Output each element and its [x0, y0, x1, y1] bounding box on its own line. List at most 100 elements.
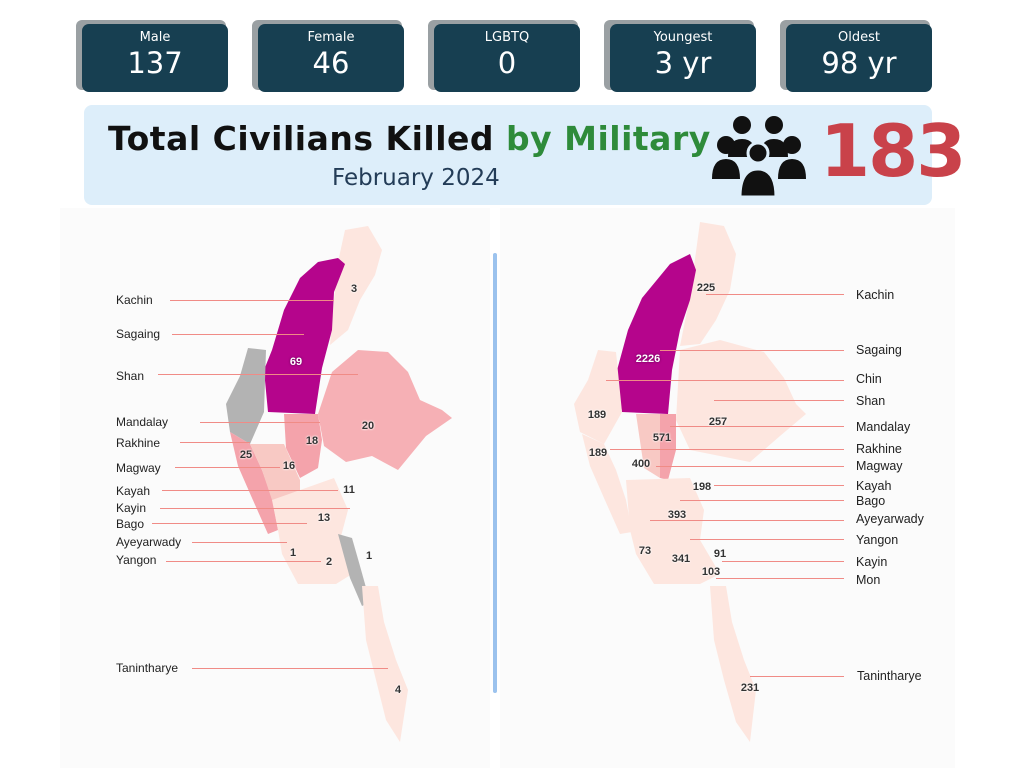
card-body: Youngest 3 yr — [610, 24, 756, 92]
left-value-kachin: 3 — [350, 283, 358, 295]
right-label-kachin: Kachin — [856, 288, 895, 302]
right-value-sagaing: 2226 — [635, 353, 661, 365]
right-value-rakhine: 189 — [588, 447, 608, 459]
right-leader-tanintharye — [750, 676, 844, 677]
left-label-kayin: Kayin — [116, 501, 147, 515]
right-leader-mandalay — [670, 426, 844, 427]
right-leader-chin — [606, 380, 844, 381]
right-label-kayin: Kayin — [856, 555, 888, 569]
left-leader-tanintharye — [192, 668, 388, 669]
left-value-magway: 16 — [282, 460, 296, 472]
right-leader-ayeyarwady — [650, 520, 844, 521]
right-leader-sagaing — [660, 350, 844, 351]
stat-value-youngest: 3 yr — [654, 46, 712, 80]
left-leader-mandalay — [200, 422, 320, 423]
stat-value-oldest: 98 yr — [821, 46, 897, 80]
right-value-mon: 103 — [701, 566, 721, 578]
right-label-bago: Bago — [856, 494, 886, 508]
left-label-kachin: Kachin — [116, 293, 153, 307]
left-leader-yangon — [166, 561, 321, 562]
right-value-shan: 257 — [708, 416, 728, 428]
left-leader-kayah — [162, 490, 338, 491]
right-value-bago: 393 — [667, 509, 687, 521]
left-leader-kachin — [170, 300, 334, 301]
banner-title-main: Total Civilians Killed — [108, 119, 507, 158]
left-value-shan: 20 — [361, 420, 375, 432]
left-value-yangon: 2 — [325, 556, 333, 568]
stat-label-female: Female — [307, 30, 355, 45]
right-label-sagaing: Sagaing — [856, 343, 902, 357]
stat-card-male: Male 137 — [76, 20, 234, 96]
banner-title-emphasis: by Military — [506, 119, 711, 158]
stat-value-female: 46 — [312, 46, 350, 80]
stat-card-youngest: Youngest 3 yr — [604, 20, 762, 96]
left-label-tanintharye: Tanintharye — [116, 661, 179, 675]
stat-label-oldest: Oldest — [838, 30, 880, 45]
group-people-icon — [712, 116, 806, 197]
stat-label-youngest: Youngest — [653, 30, 713, 45]
left-value-kayin: 1 — [365, 550, 373, 562]
left-leader-ayeyarwady — [192, 542, 287, 543]
left-leader-kayin — [160, 508, 350, 509]
stat-label-male: Male — [139, 30, 171, 45]
left-label-mandalay: Mandalay — [116, 415, 169, 429]
card-body: Oldest 98 yr — [786, 24, 932, 92]
banner-title: Total Civilians Killed by Military — [108, 119, 711, 158]
right-label-ayeyarwady: Ayeyarwady — [856, 512, 924, 526]
left-label-sagaing: Sagaing — [116, 327, 161, 341]
left-label-shan: Shan — [116, 369, 145, 383]
title-banner: Total Civilians Killed by Military Febru… — [84, 105, 966, 205]
left-label-bago: Bago — [116, 517, 145, 531]
left-leader-sagaing — [172, 334, 304, 335]
right-value-kayin: 91 — [713, 548, 727, 560]
right-value-magway: 400 — [631, 458, 651, 470]
right-value-yangon: 341 — [671, 553, 691, 565]
right-leader-magway — [656, 466, 844, 467]
left-value-sagaing: 69 — [289, 356, 303, 368]
right-label-mandalay: Mandalay — [856, 420, 911, 434]
right-leader-shan — [714, 400, 844, 401]
left-value-kayah: 11 — [343, 484, 355, 496]
right-label-chin: Chin — [856, 372, 882, 386]
right-label-kayah: Kayah — [856, 479, 892, 493]
banner-subtitle: February 2024 — [332, 165, 500, 191]
stat-value-lgbtq: 0 — [497, 46, 517, 80]
right-label-yangon: Yangon — [856, 533, 899, 547]
left-label-yangon: Yangon — [116, 553, 157, 567]
stat-card-oldest: Oldest 98 yr — [780, 20, 938, 96]
right-value-tanintharye: 231 — [740, 682, 760, 694]
right-value-kachin: 225 — [696, 282, 716, 294]
stat-card-lgbtq: LGBTQ 0 — [428, 20, 586, 96]
left-label-rakhine: Rakhine — [116, 436, 161, 450]
left-leader-rakhine — [180, 442, 250, 443]
left-value-mandalay: 18 — [305, 435, 319, 447]
stat-label-lgbtq: LGBTQ — [484, 30, 530, 45]
map-divider — [493, 253, 497, 693]
right-leader-kayah — [714, 485, 844, 486]
left-leader-shan — [158, 374, 358, 375]
right-value-ayeyarwady: 73 — [638, 545, 652, 557]
stat-card-female: Female 46 — [252, 20, 410, 96]
left-value-ayeyarwady: 1 — [289, 547, 297, 559]
card-body: Female 46 — [258, 24, 404, 92]
left-leader-bago — [152, 523, 307, 524]
right-label-rakhine: Rakhine — [856, 442, 902, 456]
left-value-bago: 13 — [317, 512, 331, 524]
left-label-ayeyarwady: Ayeyarwady — [116, 535, 182, 549]
right-value-mandalay: 571 — [652, 432, 672, 444]
stat-value-male: 137 — [127, 46, 183, 80]
card-body: LGBTQ 0 — [434, 24, 580, 92]
right-label-magway: Magway — [856, 459, 903, 473]
right-leader-mon — [716, 578, 844, 579]
right-leader-bago — [680, 500, 844, 501]
right-label-tanintharye: Tanintharye — [857, 669, 922, 683]
banner-total: 183 — [820, 109, 966, 193]
left-label-magway: Magway — [116, 461, 161, 475]
right-value-chin: 189 — [587, 409, 607, 421]
left-value-rakhine: 25 — [239, 449, 253, 461]
left-value-tanintharye: 4 — [394, 684, 402, 696]
left-leader-magway — [175, 467, 280, 468]
right-leader-kachin — [706, 294, 844, 295]
card-body: Male 137 — [82, 24, 228, 92]
right-leader-rakhine — [610, 449, 844, 450]
